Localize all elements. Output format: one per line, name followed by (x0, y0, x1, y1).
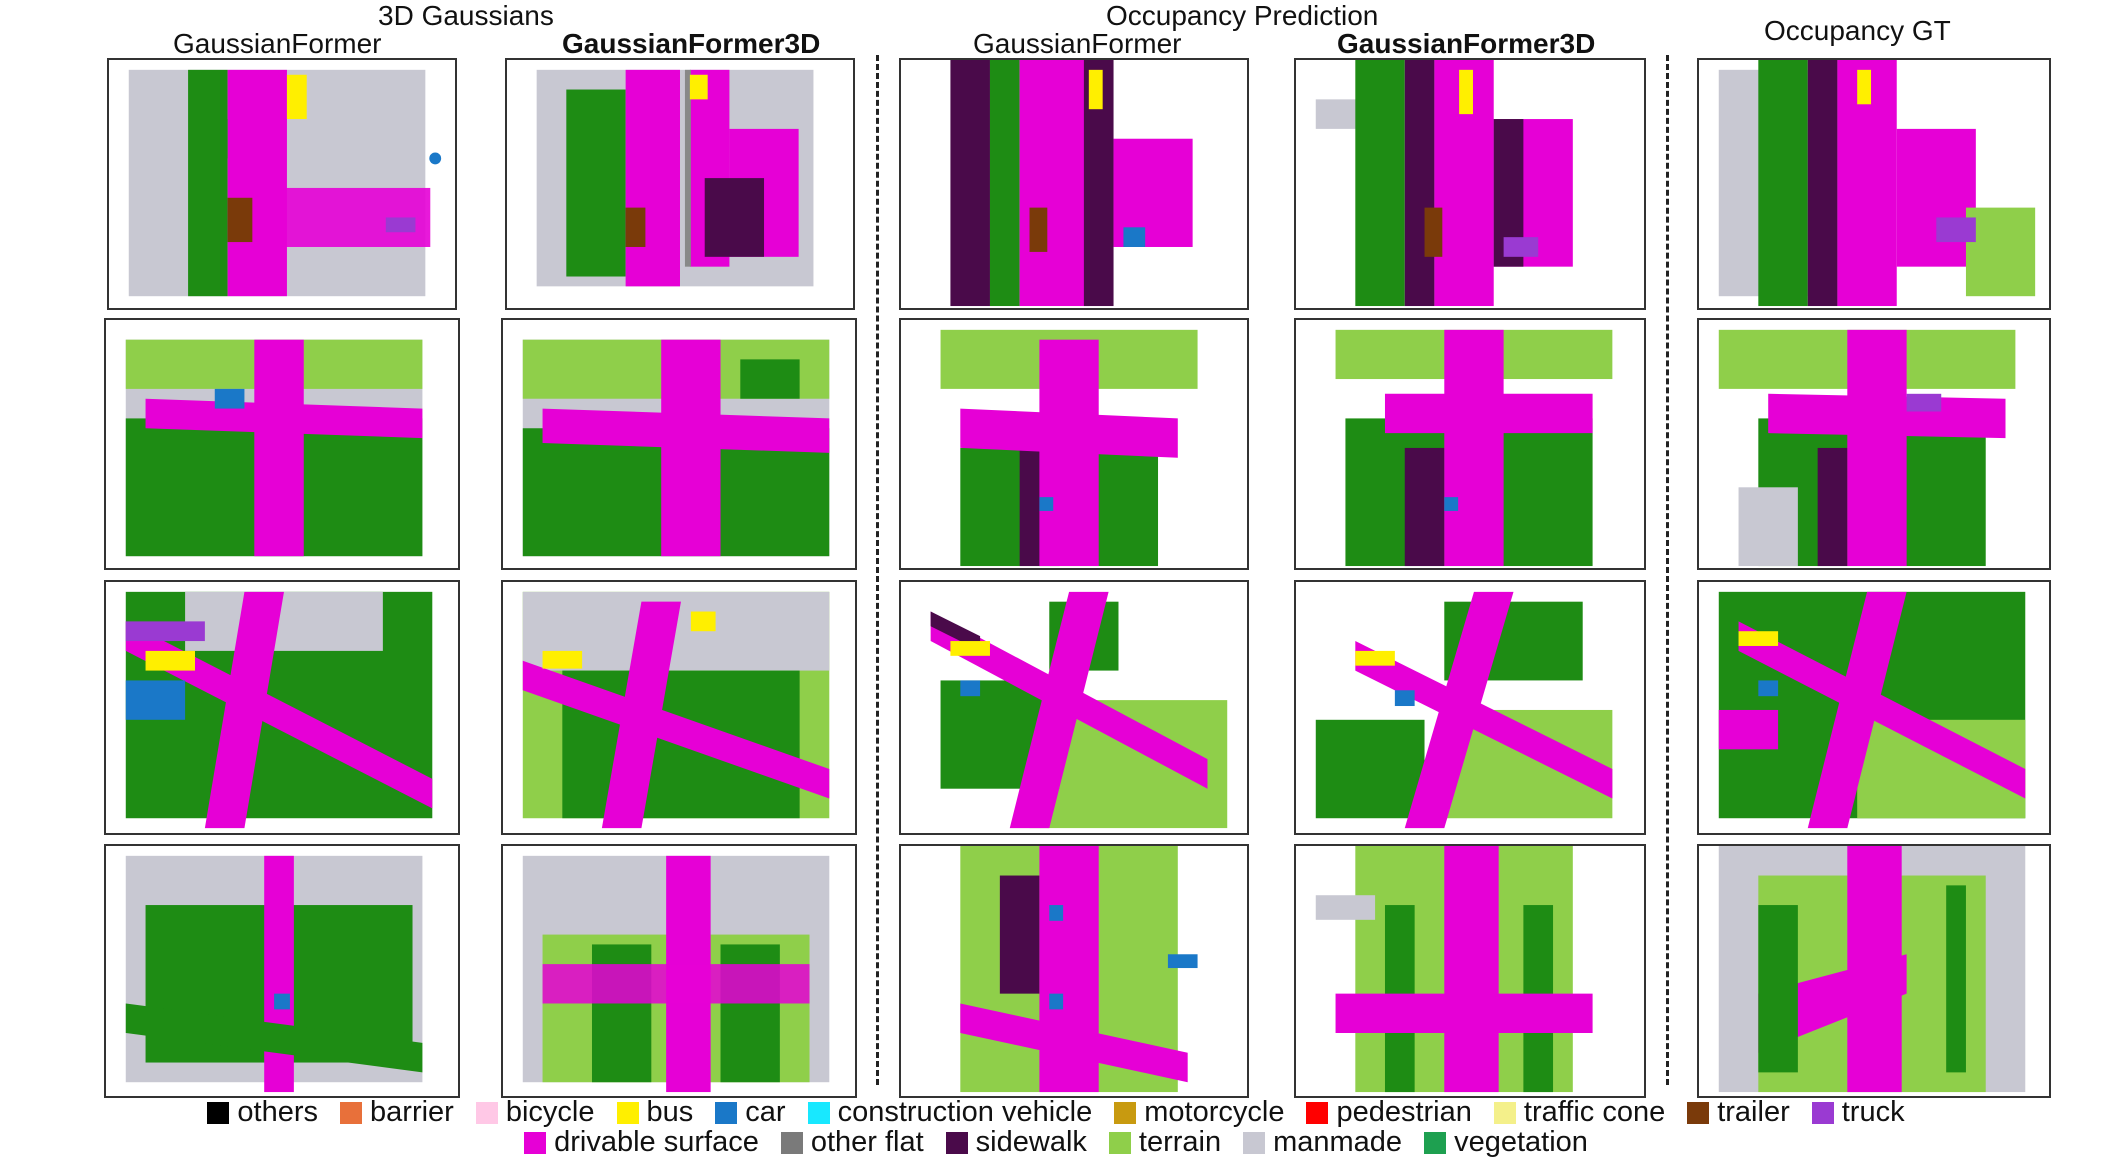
legend-row-1: others barrier bicycle bus car construction v… (0, 1096, 2112, 1129)
legend-swatch (807, 1101, 830, 1124)
separator-left (876, 55, 879, 1085)
header-gaussianformer3d-col2: GaussianFormer3D (562, 28, 821, 59)
legend-item-truck: truck (1811, 1096, 1905, 1129)
legend-label: truck (1841, 1096, 1905, 1128)
legend-swatch (1114, 1101, 1137, 1124)
header-gaussianformer-col1: GaussianFormer (173, 28, 382, 59)
legend-item-trailer: trailer (1687, 1096, 1790, 1129)
panel-r4-c5 (1697, 844, 2051, 1098)
legend-label: manmade (1273, 1126, 1403, 1158)
panel-r1-c1 (107, 58, 457, 310)
legend-swatch (1811, 1101, 1834, 1124)
legend-label: sidewalk (975, 1126, 1087, 1158)
legend-label: terrain (1138, 1126, 1222, 1158)
legend-label: others (237, 1096, 319, 1128)
legend-swatch (340, 1101, 363, 1124)
legend-label: car (745, 1096, 786, 1128)
panel-r3-c1 (104, 580, 460, 835)
legend-swatch (1306, 1101, 1329, 1124)
legend-item-other-flat: other flat (780, 1126, 924, 1159)
legend-swatch (1108, 1131, 1131, 1154)
legend-label: trailer (1717, 1096, 1790, 1128)
panel-r4-c2 (501, 844, 857, 1098)
legend-label: bicycle (505, 1096, 595, 1128)
header-occupancy-prediction: Occupancy Prediction (1106, 0, 1379, 31)
legend-swatch (1424, 1131, 1447, 1154)
legend-item-barrier: barrier (340, 1096, 454, 1129)
legend-swatch (1243, 1131, 1266, 1154)
panel-r1-c3 (899, 58, 1249, 310)
panel-r1-c4 (1294, 58, 1646, 310)
legend-swatch (207, 1101, 230, 1124)
legend-label: drivable surface (554, 1126, 759, 1158)
legend-item-bus: bus (616, 1096, 694, 1129)
legend-item-vegetation: vegetation (1424, 1126, 1588, 1159)
legend-item-sidewalk: sidewalk (945, 1126, 1087, 1159)
legend-label: bus (646, 1096, 694, 1128)
legend-swatch (780, 1131, 803, 1154)
legend-label: motorcycle (1144, 1096, 1285, 1128)
panel-r4-c1 (104, 844, 460, 1098)
panel-r2-c1 (104, 318, 460, 570)
panel-r3-c2 (501, 580, 857, 835)
legend-label: pedestrian (1336, 1096, 1472, 1128)
legend-swatch (616, 1101, 639, 1124)
panel-r4-c4 (1294, 844, 1646, 1098)
legend-item-bicycle: bicycle (475, 1096, 595, 1129)
legend-item-drivable-surface: drivable surface (524, 1126, 759, 1159)
panel-r3-c4 (1294, 580, 1646, 835)
panel-r2-c5 (1697, 318, 2051, 570)
legend-swatch (524, 1131, 547, 1154)
legend-swatch (1493, 1101, 1516, 1124)
header-gaussianformer3d-col4: GaussianFormer3D (1337, 28, 1596, 59)
legend-label: other flat (810, 1126, 924, 1158)
legend-swatch (715, 1101, 738, 1124)
legend-item-others: others (207, 1096, 318, 1129)
legend-item-construction-vehicle: construction vehicle (807, 1096, 1093, 1129)
panel-r1-c5 (1697, 58, 2051, 310)
legend-item-motorcycle: motorcycle (1114, 1096, 1284, 1129)
legend-label: barrier (370, 1096, 454, 1128)
panel-r3-c5 (1697, 580, 2051, 835)
separator-right (1666, 55, 1669, 1085)
legend-label: construction vehicle (837, 1096, 1093, 1128)
legend-item-traffic-cone: traffic cone (1493, 1096, 1666, 1129)
legend-swatch (945, 1131, 968, 1154)
header-3d-gaussians: 3D Gaussians (378, 0, 554, 31)
legend-row-2: drivable surface other flat sidewalk terrai… (0, 1126, 2112, 1159)
header-occupancy-gt: Occupancy GT (1764, 15, 1951, 46)
legend-item-manmade: manmade (1243, 1126, 1402, 1159)
panel-r3-c3 (899, 580, 1249, 835)
panel-r4-c3 (899, 844, 1249, 1098)
legend-item-car: car (715, 1096, 786, 1129)
panel-r1-c2 (505, 58, 855, 310)
panel-r2-c4 (1294, 318, 1646, 570)
panel-r2-c3 (899, 318, 1249, 570)
legend-item-terrain: terrain (1108, 1126, 1222, 1159)
legend-swatch (1687, 1101, 1710, 1124)
legend-item-pedestrian: pedestrian (1306, 1096, 1472, 1129)
legend-swatch (475, 1101, 498, 1124)
legend-label: vegetation (1454, 1126, 1588, 1158)
legend-label: traffic cone (1523, 1096, 1666, 1128)
panel-r2-c2 (501, 318, 857, 570)
header-gaussianformer-col3: GaussianFormer (973, 28, 1182, 59)
